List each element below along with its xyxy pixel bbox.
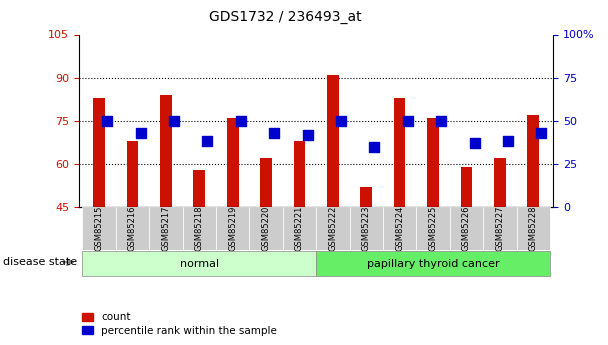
Text: disease state: disease state [3, 257, 77, 267]
Text: GSM85217: GSM85217 [161, 206, 170, 251]
Bar [93, 98, 105, 207]
FancyBboxPatch shape [283, 207, 316, 250]
FancyBboxPatch shape [116, 207, 149, 250]
FancyBboxPatch shape [82, 207, 116, 250]
Text: GSM85228: GSM85228 [529, 206, 537, 251]
FancyBboxPatch shape [149, 207, 182, 250]
Text: GSM85223: GSM85223 [362, 206, 371, 251]
Bar [227, 118, 238, 207]
Text: GSM85227: GSM85227 [496, 206, 505, 251]
Bar [327, 75, 339, 207]
Text: GSM85215: GSM85215 [95, 206, 103, 251]
Point [136, 130, 145, 136]
FancyBboxPatch shape [82, 251, 316, 276]
Point [236, 118, 246, 124]
Point [102, 118, 112, 124]
FancyBboxPatch shape [383, 207, 416, 250]
Point [169, 118, 179, 124]
FancyBboxPatch shape [182, 207, 216, 250]
Text: GSM85222: GSM85222 [328, 206, 337, 251]
FancyBboxPatch shape [483, 207, 517, 250]
Bar [160, 95, 171, 207]
Text: GSM85221: GSM85221 [295, 206, 304, 251]
Point [202, 139, 212, 144]
Point [303, 132, 313, 137]
FancyBboxPatch shape [316, 251, 550, 276]
Bar [394, 98, 406, 207]
Point [437, 118, 446, 124]
Text: GSM85220: GSM85220 [261, 206, 271, 251]
Point [336, 118, 346, 124]
Text: GSM85219: GSM85219 [228, 206, 237, 251]
Bar [494, 158, 506, 207]
Text: normal: normal [180, 259, 219, 268]
Bar [427, 118, 439, 207]
FancyBboxPatch shape [216, 207, 249, 250]
Text: GSM85225: GSM85225 [429, 206, 438, 251]
Text: GSM85216: GSM85216 [128, 206, 137, 251]
Bar [193, 170, 205, 207]
Legend: count, percentile rank within the sample: count, percentile rank within the sample [78, 308, 281, 340]
Text: GSM85218: GSM85218 [195, 206, 204, 251]
FancyBboxPatch shape [450, 207, 483, 250]
FancyBboxPatch shape [416, 207, 450, 250]
Bar [294, 141, 305, 207]
Bar [260, 158, 272, 207]
Point [370, 144, 379, 149]
FancyBboxPatch shape [350, 207, 383, 250]
Point [269, 130, 279, 136]
Point [503, 139, 513, 144]
Text: GDS1732 / 236493_at: GDS1732 / 236493_at [209, 10, 362, 24]
Point [536, 130, 546, 136]
Text: papillary thyroid cancer: papillary thyroid cancer [367, 259, 499, 268]
FancyBboxPatch shape [517, 207, 550, 250]
Bar [461, 167, 472, 207]
FancyBboxPatch shape [316, 207, 350, 250]
Text: GSM85224: GSM85224 [395, 206, 404, 251]
Bar [361, 187, 372, 207]
Bar [126, 141, 138, 207]
FancyBboxPatch shape [249, 207, 283, 250]
Point [470, 140, 480, 146]
Text: GSM85226: GSM85226 [462, 206, 471, 251]
Bar [527, 115, 539, 207]
Point [403, 118, 413, 124]
